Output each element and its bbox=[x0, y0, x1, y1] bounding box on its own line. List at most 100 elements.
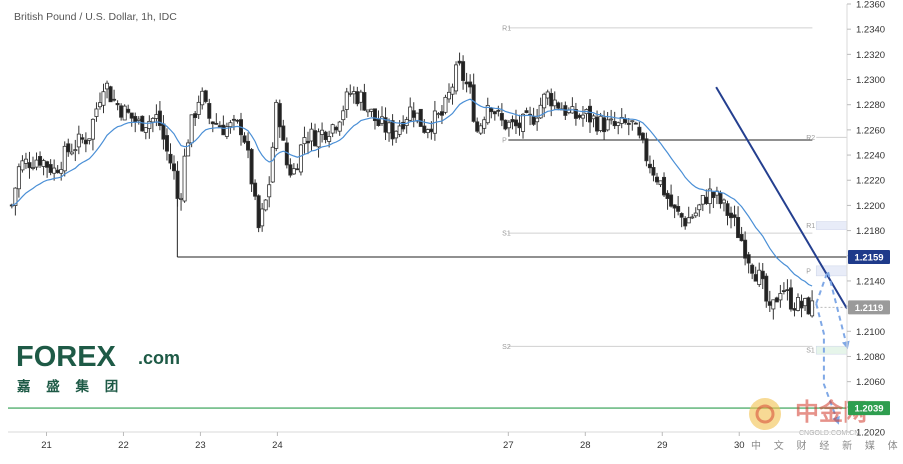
candle-body bbox=[112, 98, 117, 101]
candle bbox=[580, 106, 585, 127]
candle-body bbox=[217, 125, 222, 128]
projection-arrow-2 bbox=[815, 303, 840, 425]
candle bbox=[172, 155, 177, 180]
candle bbox=[591, 113, 596, 128]
candle-body bbox=[482, 119, 487, 129]
candle bbox=[62, 141, 67, 177]
candle bbox=[383, 107, 388, 141]
candle-body bbox=[380, 116, 385, 124]
candle-body bbox=[478, 125, 483, 134]
candle-body bbox=[732, 214, 737, 218]
y-tick-label: 1.2280 bbox=[856, 100, 885, 111]
candle bbox=[161, 115, 166, 150]
candle-body bbox=[764, 275, 769, 302]
candle bbox=[87, 138, 92, 145]
candle bbox=[676, 196, 681, 216]
candle bbox=[415, 112, 420, 124]
candle bbox=[739, 226, 744, 242]
candle bbox=[256, 194, 261, 233]
candle bbox=[390, 114, 395, 146]
moving-average-line bbox=[11, 98, 813, 287]
candle-body bbox=[172, 163, 177, 172]
candle bbox=[13, 187, 18, 216]
candle bbox=[577, 113, 582, 120]
candle bbox=[246, 132, 251, 159]
candle bbox=[249, 147, 254, 192]
candle-body bbox=[704, 196, 709, 204]
candle-body bbox=[644, 138, 649, 162]
candle-body bbox=[785, 289, 790, 292]
candle bbox=[408, 97, 413, 122]
x-tick-label: 27 bbox=[503, 440, 514, 451]
candle bbox=[658, 180, 663, 188]
candle bbox=[563, 101, 568, 121]
candle bbox=[334, 125, 339, 134]
pivot-label-prior: P bbox=[502, 137, 507, 144]
candle bbox=[803, 297, 808, 311]
candle bbox=[129, 112, 134, 127]
candle-body bbox=[94, 108, 99, 117]
candle-body bbox=[439, 111, 444, 116]
candle bbox=[566, 107, 571, 115]
candle-body bbox=[485, 105, 490, 124]
candle-body bbox=[387, 122, 392, 134]
candle-body bbox=[602, 117, 607, 133]
candle-body bbox=[235, 119, 240, 122]
candle bbox=[570, 97, 575, 114]
candle-body bbox=[795, 297, 800, 311]
candle bbox=[496, 105, 501, 117]
price-badge-level-12119: 1.2119 bbox=[848, 300, 890, 315]
candle-body bbox=[207, 103, 212, 119]
candle bbox=[810, 290, 815, 318]
candle-body bbox=[454, 64, 459, 92]
candle bbox=[471, 73, 476, 123]
x-tick-label: 30 bbox=[734, 440, 745, 451]
candle bbox=[369, 108, 374, 118]
candle bbox=[150, 117, 155, 133]
candle-body bbox=[136, 118, 141, 121]
candle bbox=[690, 214, 695, 220]
candle bbox=[31, 156, 36, 171]
candle-body bbox=[337, 121, 342, 132]
price-badge-level-12159: 1.2159 bbox=[848, 250, 890, 265]
candle-body bbox=[31, 167, 36, 169]
pivot-zone-current bbox=[815, 221, 848, 230]
candle-body bbox=[605, 119, 610, 131]
candle-body bbox=[344, 91, 349, 110]
candle bbox=[721, 198, 726, 212]
candle-body bbox=[443, 96, 448, 113]
candle bbox=[168, 143, 173, 170]
downtrend-line bbox=[715, 86, 848, 310]
candle bbox=[457, 52, 462, 66]
candle bbox=[119, 103, 124, 121]
candle bbox=[750, 263, 755, 280]
candle-body bbox=[654, 176, 659, 183]
candle-body bbox=[334, 126, 339, 131]
candle-body bbox=[803, 298, 808, 307]
candle-body bbox=[556, 102, 561, 109]
candle-body bbox=[270, 146, 275, 183]
candle bbox=[446, 83, 451, 103]
candle-body bbox=[464, 81, 469, 85]
candle bbox=[729, 206, 734, 229]
candle bbox=[351, 86, 356, 104]
candle-body bbox=[196, 101, 201, 115]
candle bbox=[101, 83, 106, 114]
candle bbox=[482, 116, 487, 134]
candle bbox=[778, 284, 783, 308]
logo-suffix-text: .com bbox=[138, 348, 180, 368]
candle-body bbox=[52, 167, 57, 174]
candle-body bbox=[101, 91, 106, 106]
candle bbox=[489, 106, 494, 119]
candle-body bbox=[746, 254, 751, 264]
y-tick-label: 1.2360 bbox=[856, 0, 885, 11]
candle-body bbox=[676, 205, 681, 212]
candle-body bbox=[256, 195, 261, 229]
candle-body bbox=[87, 138, 92, 141]
candle bbox=[545, 89, 550, 106]
candle bbox=[309, 122, 314, 152]
candle bbox=[228, 120, 233, 134]
candle-body bbox=[588, 105, 593, 123]
candle-body bbox=[143, 127, 148, 133]
